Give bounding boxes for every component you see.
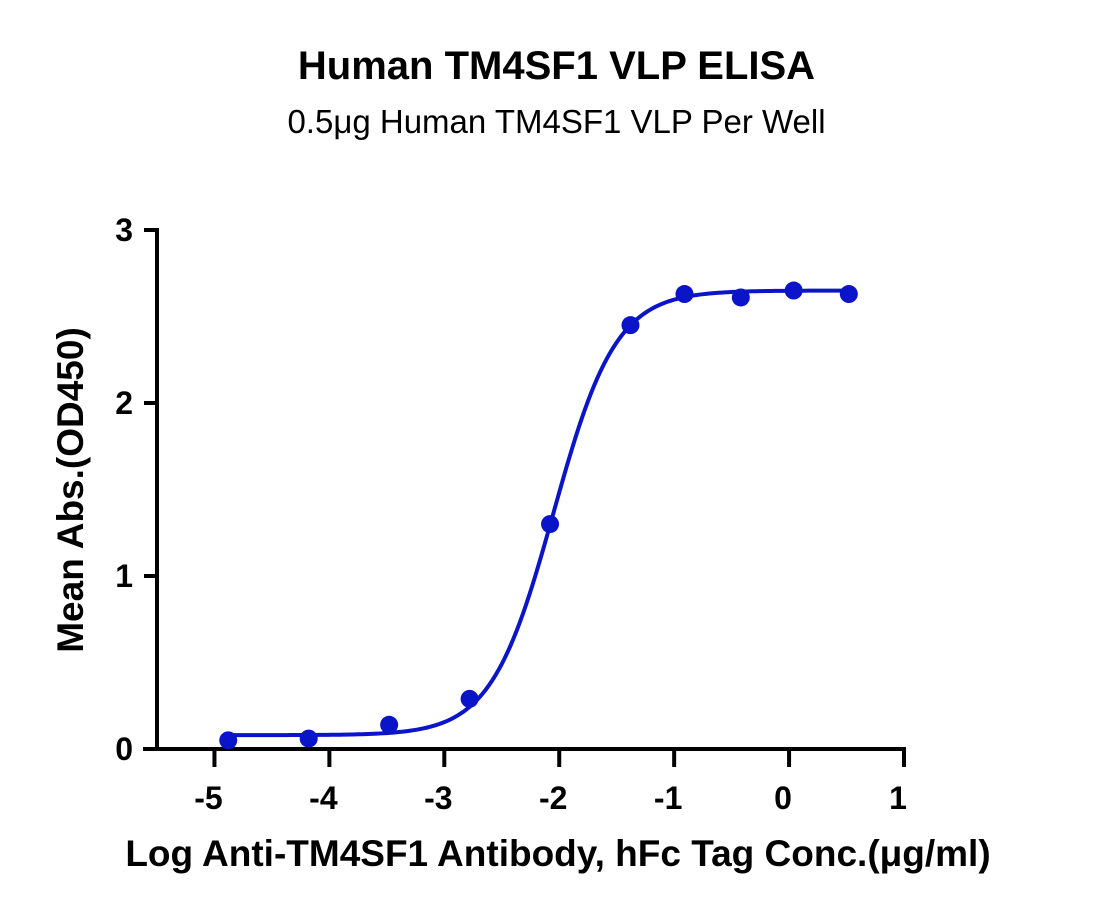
y-tick-label: 3	[115, 212, 133, 248]
chart-subtitle: 0.5μg Human TM4SF1 VLP Per Well	[287, 103, 826, 140]
x-tick-label: -5	[194, 780, 222, 816]
data-point	[219, 731, 238, 750]
y-tick-label: 1	[115, 558, 133, 594]
data-point	[460, 689, 479, 708]
x-tick-label: -2	[539, 780, 567, 816]
data-point	[621, 316, 640, 335]
y-tick-label: 2	[115, 385, 133, 421]
x-tick-label: 0	[774, 780, 792, 816]
data-point	[731, 288, 750, 307]
chart-title: Human TM4SF1 VLP ELISA	[297, 44, 816, 88]
axes: 0 1 2 3 -5 -4 -3 -2 -1 0 1	[115, 212, 907, 816]
data-point	[299, 729, 318, 748]
data-points-layer	[219, 281, 858, 750]
y-axis-label: Mean Abs.(OD450)	[50, 327, 91, 653]
y-tick-label: 0	[115, 731, 133, 767]
data-point	[675, 285, 694, 304]
data-point	[784, 281, 803, 300]
x-tick-label: -3	[424, 780, 452, 816]
x-tick-label: -4	[309, 780, 338, 816]
x-axis-label: Log Anti-TM4SF1 Antibody, hFc Tag Conc.(…	[125, 833, 990, 874]
data-point	[839, 285, 858, 304]
x-tick-label: 1	[889, 780, 907, 816]
fit-curve-layer	[228, 288, 849, 738]
x-tick-label: -1	[654, 780, 682, 816]
data-point	[541, 515, 560, 534]
fit-curve	[228, 288, 849, 738]
data-point	[380, 715, 399, 734]
